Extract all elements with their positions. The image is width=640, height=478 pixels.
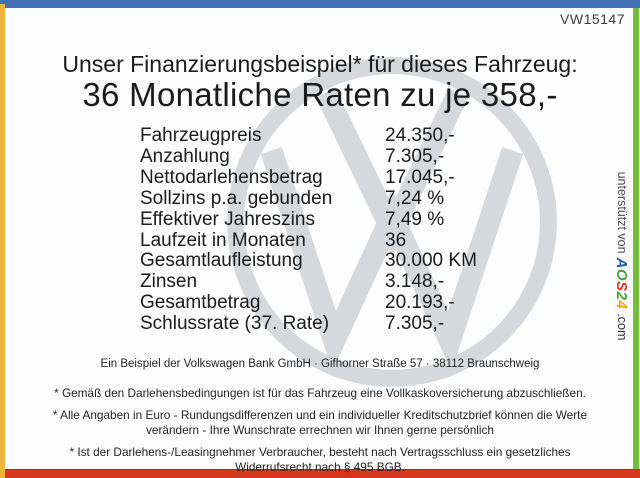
finance-value: 7,49 %: [385, 208, 445, 230]
finance-label: Zinsen: [140, 271, 198, 293]
finance-value: 24.350,-: [385, 125, 455, 146]
finance-label: Gesamtbetrag: [140, 292, 261, 314]
monthly-rate-headline: 36 Monatliche Raten zu je 358,-: [82, 76, 558, 113]
finance-value: 3.148,-: [385, 271, 445, 293]
finance-example-title: Unser Finanzierungsbeispiel* für dieses …: [62, 51, 578, 77]
finance-label: Effektiver Jahreszins: [140, 208, 315, 230]
aos24-logo-letter: O: [613, 268, 631, 282]
aos24-logo-letter: S: [613, 281, 631, 292]
table-row: Anzahlung 7.305,-: [140, 145, 477, 168]
frame-bar-right: [633, 8, 639, 470]
finance-label: Schlussrate (37. Rate): [140, 313, 330, 335]
finance-label: Nettodarlehensbetrag: [140, 166, 323, 188]
frame-bar-left: [0, 4, 5, 478]
frame-bar-bottom: [5, 469, 640, 478]
finance-value: 7,24 %: [385, 187, 445, 209]
table-row: Laufzeit in Monaten 36: [140, 229, 477, 252]
finance-label: Sollzins p.a. gebunden: [140, 187, 333, 209]
table-row: Zinsen 3.148,-: [140, 271, 477, 293]
side-credit: unterstützt von A O S 2 4 .com: [611, 166, 633, 346]
credit-domain-suffix: .com: [615, 313, 629, 341]
disclaimer-values: * Alle Angaben in Euro - Rundungsdiffere…: [52, 408, 588, 437]
finance-value: 7.305,-: [385, 145, 445, 167]
finance-value: 36: [385, 229, 407, 251]
bank-address-line: Ein Beispiel der Volkswagen Bank GmbH · …: [100, 358, 540, 370]
table-row: Nettodarlehensbetrag 17.045,-: [140, 166, 477, 189]
table-row: Sollzins p.a. gebunden 7,24 %: [140, 187, 477, 210]
disclaimer-insurance: * Gemäß den Darlehensbedingungen ist für…: [54, 386, 586, 400]
finance-label: Anzahlung: [140, 145, 230, 167]
finance-label: Fahrzeugpreis: [140, 125, 262, 146]
vehicle-ref-code: VW15147: [560, 11, 625, 27]
finance-label: Gesamtlaufleistung: [140, 250, 303, 272]
finance-value: 30.000 KM: [385, 250, 477, 272]
footer-disclaimers: Ein Beispiel der Volkswagen Bank GmbH · …: [20, 358, 620, 478]
finance-value: 20.193,-: [385, 292, 455, 314]
table-row: Fahrzeugpreis 24.350,-: [140, 125, 477, 147]
finance-label: Laufzeit in Monaten: [140, 229, 306, 251]
vw-logo-watermark-icon: [227, 57, 557, 387]
credit-prefix-label: unterstützt von: [615, 171, 629, 254]
finance-table: Fahrzeugpreis 24.350,- Anzahlung 7.305,-…: [140, 125, 477, 335]
frame-bar-top: [0, 0, 640, 8]
aos24-logo-letter: A: [613, 257, 631, 269]
table-row: Effektiver Jahreszins 7,49 %: [140, 208, 477, 231]
finance-value: 7.305,-: [385, 313, 445, 335]
table-row: Schlussrate (37. Rate) 7.305,-: [140, 313, 477, 335]
aos24-logo-letter: 4: [613, 300, 631, 310]
finance-value: 17.045,-: [385, 166, 455, 188]
table-row: Gesamtbetrag 20.193,-: [140, 292, 477, 314]
disclaimer-withdrawal: * Ist der Darlehens-/Leasingnehmer Verbr…: [69, 445, 571, 474]
table-row: Gesamtlaufleistung 30.000 KM: [140, 251, 477, 272]
